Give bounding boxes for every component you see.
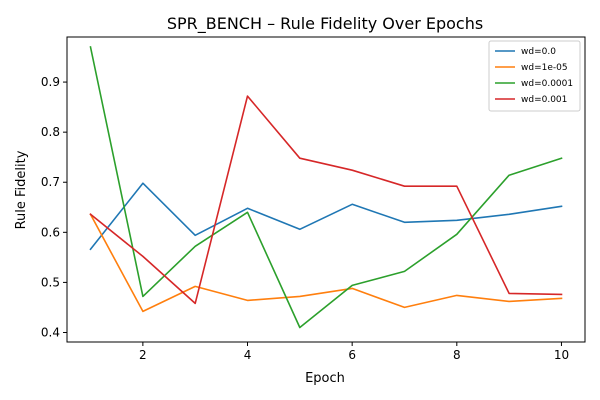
y-tick-label: 0.6 (41, 225, 60, 239)
y-axis: 0.4 0.5 0.6 0.7 0.8 0.9 (41, 75, 67, 339)
x-tick-label: 4 (244, 348, 252, 362)
legend-box (488, 40, 581, 112)
x-tick-label: 2 (139, 348, 147, 362)
legend: wd=0.0 wd=1e-05 wd=0.0001 wd=0.001 (488, 40, 581, 112)
x-tick-label: 10 (554, 348, 569, 362)
series-line-0 (89, 182, 563, 251)
y-tick-label: 0.5 (41, 275, 60, 289)
plot-frame (66, 36, 586, 343)
legend-label: wd=0.001 (521, 95, 567, 105)
y-axis-label: Rule Fidelity (14, 150, 29, 229)
x-axis-label: Epoch (305, 371, 345, 386)
series-line-2 (89, 46, 563, 329)
x-axis: 2 4 6 8 10 (139, 342, 569, 362)
x-tick-label: 8 (453, 348, 461, 362)
plot-area (89, 46, 563, 329)
series-line-1 (89, 213, 563, 313)
x-tick-label: 6 (348, 348, 356, 362)
series-line-3 (89, 95, 563, 305)
legend-label: wd=1e-05 (521, 63, 568, 73)
chart-title: SPR_BENCH – Rule Fidelity Over Epochs (167, 14, 483, 34)
legend-label: wd=0.0 (521, 47, 556, 57)
y-tick-label: 0.9 (41, 75, 60, 89)
y-tick-label: 0.8 (41, 125, 60, 139)
y-tick-label: 0.7 (41, 175, 60, 189)
y-tick-label: 0.4 (41, 325, 60, 339)
legend-label: wd=0.0001 (521, 79, 573, 89)
